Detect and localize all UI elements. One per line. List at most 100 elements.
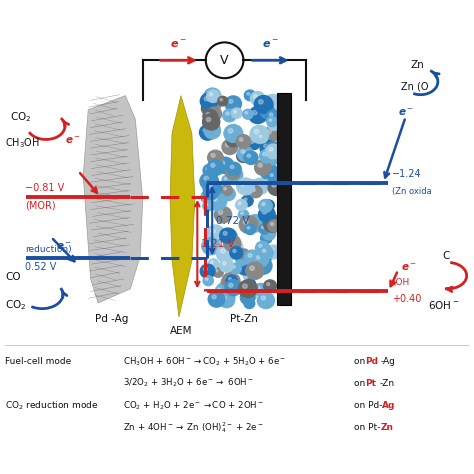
Circle shape (208, 192, 227, 210)
Circle shape (203, 109, 218, 123)
Circle shape (245, 224, 255, 235)
Circle shape (213, 198, 216, 200)
Circle shape (208, 259, 219, 269)
Circle shape (264, 144, 268, 148)
Circle shape (208, 150, 223, 165)
Text: 1.21 V: 1.21 V (201, 239, 235, 249)
Circle shape (208, 185, 211, 189)
Circle shape (260, 112, 263, 115)
Circle shape (244, 292, 248, 295)
Text: CO$_2$ + H$_2$O + 2e$^-$$\rightarrow$CO + 2OH$^-$: CO$_2$ + H$_2$O + 2e$^-$$\rightarrow$CO … (123, 400, 264, 412)
Circle shape (268, 180, 285, 195)
Circle shape (231, 108, 242, 118)
Circle shape (223, 293, 227, 297)
Circle shape (244, 294, 247, 297)
Circle shape (246, 301, 249, 303)
Circle shape (245, 250, 261, 265)
Circle shape (229, 137, 233, 140)
Circle shape (267, 245, 281, 259)
Circle shape (246, 153, 249, 155)
Circle shape (234, 110, 237, 113)
Text: CH$_3$OH: CH$_3$OH (5, 136, 40, 150)
Circle shape (250, 219, 255, 223)
Circle shape (209, 155, 219, 165)
Text: on Pd-: on Pd- (354, 401, 382, 410)
Circle shape (208, 91, 212, 96)
Circle shape (228, 167, 232, 171)
Circle shape (220, 249, 225, 253)
Text: V: V (220, 54, 229, 67)
Circle shape (270, 248, 273, 252)
Text: CO$_2$: CO$_2$ (5, 299, 27, 312)
Circle shape (266, 249, 270, 252)
Circle shape (264, 170, 267, 173)
Circle shape (254, 257, 272, 274)
Circle shape (268, 154, 272, 157)
Circle shape (219, 290, 235, 305)
Circle shape (244, 298, 255, 309)
Circle shape (220, 228, 237, 244)
Text: CO$_2$ reduction mode: CO$_2$ reduction mode (5, 400, 99, 412)
Circle shape (200, 173, 218, 190)
Circle shape (263, 249, 266, 253)
Circle shape (214, 207, 232, 223)
Circle shape (203, 186, 218, 200)
Text: on: on (354, 357, 368, 366)
Circle shape (203, 276, 213, 286)
Circle shape (252, 129, 264, 141)
Text: Zn + 4OH$^-$$\rightarrow$ Zn (OH)$_4^{2-}$ + 2e$^-$: Zn + 4OH$^-$$\rightarrow$ Zn (OH)$_4^{2-… (123, 420, 264, 435)
Circle shape (222, 273, 240, 290)
Circle shape (250, 266, 255, 270)
Circle shape (211, 158, 213, 160)
Circle shape (206, 242, 210, 246)
Circle shape (262, 257, 265, 260)
Text: Zn: Zn (381, 423, 394, 432)
Circle shape (241, 150, 245, 154)
Circle shape (252, 178, 268, 194)
Circle shape (200, 264, 215, 278)
Circle shape (265, 151, 280, 165)
Circle shape (219, 293, 235, 308)
Circle shape (222, 139, 237, 155)
Circle shape (249, 284, 252, 287)
Text: -Zn: -Zn (379, 379, 394, 388)
Circle shape (202, 237, 220, 255)
Circle shape (236, 257, 255, 275)
Circle shape (203, 164, 216, 176)
Circle shape (205, 203, 208, 206)
Circle shape (222, 296, 227, 300)
Circle shape (228, 278, 231, 280)
Circle shape (219, 259, 234, 272)
Circle shape (235, 250, 251, 265)
Circle shape (217, 157, 234, 173)
Circle shape (225, 191, 228, 194)
Circle shape (249, 186, 262, 198)
Circle shape (259, 255, 271, 266)
Circle shape (264, 246, 277, 259)
Circle shape (220, 277, 237, 292)
Circle shape (244, 150, 254, 160)
Circle shape (215, 270, 218, 272)
Circle shape (204, 97, 209, 101)
Circle shape (265, 230, 269, 233)
Circle shape (201, 191, 215, 203)
Circle shape (258, 163, 262, 167)
Circle shape (238, 249, 249, 259)
Circle shape (254, 283, 267, 296)
Circle shape (225, 96, 241, 111)
Circle shape (221, 188, 235, 201)
Text: 0.52 V: 0.52 V (25, 262, 56, 272)
Circle shape (262, 202, 265, 206)
Circle shape (206, 167, 209, 170)
Circle shape (269, 119, 272, 121)
Circle shape (257, 292, 274, 309)
Circle shape (247, 180, 258, 190)
Circle shape (201, 102, 215, 115)
Circle shape (271, 121, 274, 124)
Circle shape (254, 129, 259, 134)
Circle shape (202, 173, 218, 188)
Circle shape (233, 265, 236, 268)
Circle shape (203, 267, 207, 271)
Circle shape (268, 220, 280, 232)
Circle shape (207, 107, 222, 121)
